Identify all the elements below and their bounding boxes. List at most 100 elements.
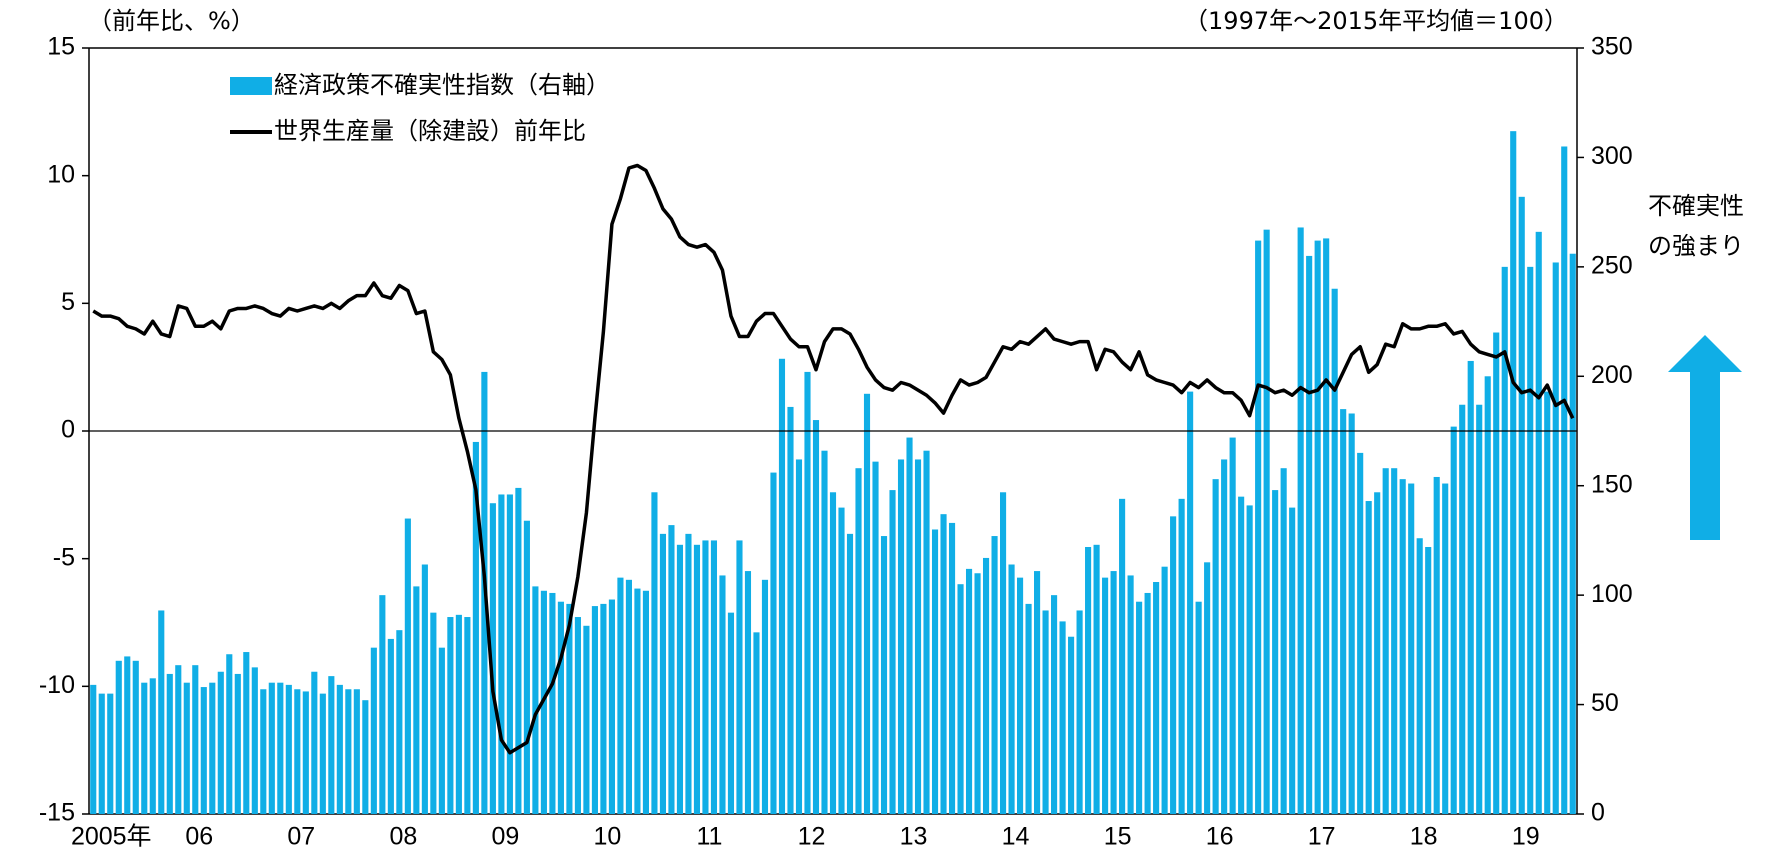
bar: [1433, 476, 1440, 814]
bar: [574, 617, 581, 814]
x-tick-label: 09: [491, 823, 519, 851]
bar: [370, 647, 377, 814]
bar: [379, 595, 386, 814]
bar: [676, 544, 684, 814]
bar: [625, 579, 632, 814]
bar: [141, 682, 148, 814]
bar: [880, 536, 888, 814]
bar: [1195, 601, 1202, 814]
bar: [1119, 498, 1126, 814]
bar: [1204, 562, 1211, 814]
y-axis-label: （前年比、%）: [88, 7, 255, 35]
bar: [1127, 575, 1134, 814]
bar: [608, 599, 615, 814]
bar: [1484, 376, 1491, 814]
y-tick-label: -10: [39, 671, 75, 699]
bar: [668, 525, 675, 814]
bar: [472, 441, 479, 814]
bar: [761, 579, 769, 814]
bar: [268, 682, 275, 814]
bar: [863, 393, 871, 814]
x-tick-label: 17: [1308, 823, 1336, 851]
bar: [634, 588, 641, 814]
bar: [1561, 146, 1568, 814]
annotation: 不確実性: [1648, 192, 1744, 220]
x-tick-label: 10: [594, 823, 622, 851]
bar: [1501, 266, 1508, 814]
bar: [923, 450, 930, 814]
bar: [600, 603, 607, 814]
bar: [192, 665, 199, 814]
bar: [744, 571, 752, 814]
x-tick-label: 2005年: [71, 823, 152, 851]
bar: [846, 533, 854, 814]
bar: [396, 630, 403, 814]
bar: [838, 507, 845, 814]
bar: [591, 606, 598, 814]
bar: [1280, 468, 1287, 814]
bar: [1408, 483, 1415, 814]
y-tick-label: 0: [61, 416, 75, 444]
bar: [931, 529, 939, 814]
bar: [1323, 238, 1330, 815]
bar: [1008, 564, 1015, 814]
bar: [336, 684, 343, 814]
x-tick-label: 18: [1410, 823, 1438, 851]
x-tick-label: 06: [185, 823, 213, 851]
bar: [124, 656, 131, 814]
bar: [1510, 131, 1517, 814]
x-tick-label: 11: [696, 823, 722, 851]
legend-swatch: [230, 77, 272, 95]
bar: [158, 610, 165, 814]
bar: [1348, 413, 1355, 814]
bar: [1042, 610, 1049, 814]
bar: [1144, 592, 1151, 814]
bar: [464, 617, 471, 814]
x-tick-label: 15: [1104, 823, 1132, 851]
bar: [1467, 360, 1474, 814]
bar: [710, 540, 718, 814]
y2-tick-label: 0: [1591, 799, 1605, 827]
bar: [532, 586, 539, 814]
bar: [1161, 566, 1168, 814]
bar: [787, 406, 794, 814]
y2-tick-label: 100: [1591, 580, 1633, 608]
bar: [345, 689, 352, 814]
bar: [1425, 546, 1432, 814]
bar: [1391, 468, 1398, 814]
x-tick-label: 08: [389, 823, 417, 851]
bar: [107, 693, 114, 814]
y2-tick-label: 250: [1591, 251, 1633, 279]
bar: [1535, 231, 1542, 815]
bar: [982, 557, 990, 814]
bar: [1450, 426, 1457, 814]
bar: [489, 503, 496, 814]
bar: [1136, 601, 1143, 814]
bar: [1476, 404, 1483, 814]
bar: [1170, 516, 1177, 814]
bar: [770, 472, 777, 814]
bar: [1314, 240, 1321, 814]
bar: [1569, 253, 1576, 814]
bar: [829, 492, 837, 814]
bar: [1017, 577, 1024, 814]
bar: [1493, 332, 1500, 814]
bar: [957, 584, 964, 814]
bar: [1025, 603, 1032, 814]
bar: [1416, 538, 1423, 814]
x-tick-label: 13: [900, 823, 928, 851]
bar: [719, 575, 726, 814]
bar: [1187, 391, 1194, 814]
bar: [821, 450, 828, 814]
bar: [583, 625, 590, 814]
y2-tick-label: 350: [1591, 33, 1633, 61]
bar: [1527, 266, 1534, 814]
bar: [1059, 621, 1066, 814]
x-tick-label: 07: [287, 823, 315, 851]
bar: [175, 665, 182, 814]
bar: [1255, 240, 1262, 814]
bar: [736, 540, 743, 814]
bar: [889, 490, 896, 814]
bar: [1102, 577, 1109, 814]
bar: [1518, 196, 1525, 814]
